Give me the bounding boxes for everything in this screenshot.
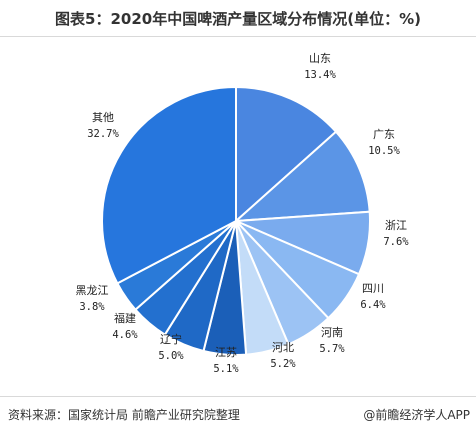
- slice-label: 福建: [114, 311, 136, 325]
- slice-label: 广东: [373, 128, 395, 141]
- pie-chart: 山东 13.4% 广东 10.5% 浙江 7.6% 四川 6.4% 河南 5.7% 河北 5.2% 江苏…: [76, 52, 410, 375]
- slice-value-label: 10.5%: [368, 145, 400, 157]
- slice-value-label: 7.6%: [383, 236, 409, 248]
- slice-value-label: 5.0%: [158, 350, 184, 362]
- source-note: 资料来源：国家统计局 前瞻产业研究院整理: [8, 408, 240, 422]
- slice-label: 河北: [272, 341, 294, 354]
- slice-label: 四川: [362, 282, 384, 295]
- brand-credit: @前瞻经济学人APP: [363, 408, 470, 422]
- slice-label: 其他: [92, 111, 114, 124]
- slice-value-label: 13.4%: [304, 69, 336, 81]
- slice-value-label: 5.2%: [270, 358, 296, 370]
- slice-value-label: 5.1%: [213, 363, 239, 375]
- slice-value-label: 3.8%: [79, 301, 105, 313]
- pie-slice: [101, 85, 237, 285]
- slice-label: 河南: [321, 326, 343, 339]
- pie-labels: 山东 13.4% 广东 10.5% 浙江 7.6% 四川 6.4% 河南 5.7% 河北 5.2% 江苏…: [76, 52, 410, 375]
- slice-value-label: 32.7%: [87, 128, 119, 140]
- chart-title: 图表5：2020年中国啤酒产量区域分布情况(单位：%): [0, 8, 476, 37]
- slice-label: 山东: [309, 52, 331, 65]
- slice-value-label: 6.4%: [360, 299, 386, 311]
- slice-label: 黑龙江: [76, 284, 109, 297]
- slice-value-label: 5.7%: [319, 343, 345, 355]
- slice-label: 浙江: [385, 219, 407, 232]
- pie-slice: [235, 85, 338, 224]
- pie-slices: [101, 85, 371, 356]
- footer: 资料来源：国家统计局 前瞻产业研究院整理 @前瞻经济学人APP: [0, 396, 476, 435]
- slice-label: 辽宁: [160, 332, 182, 346]
- slice-label: 江苏: [215, 346, 237, 359]
- pie-slice: [233, 130, 371, 223]
- slice-value-label: 4.6%: [112, 329, 138, 341]
